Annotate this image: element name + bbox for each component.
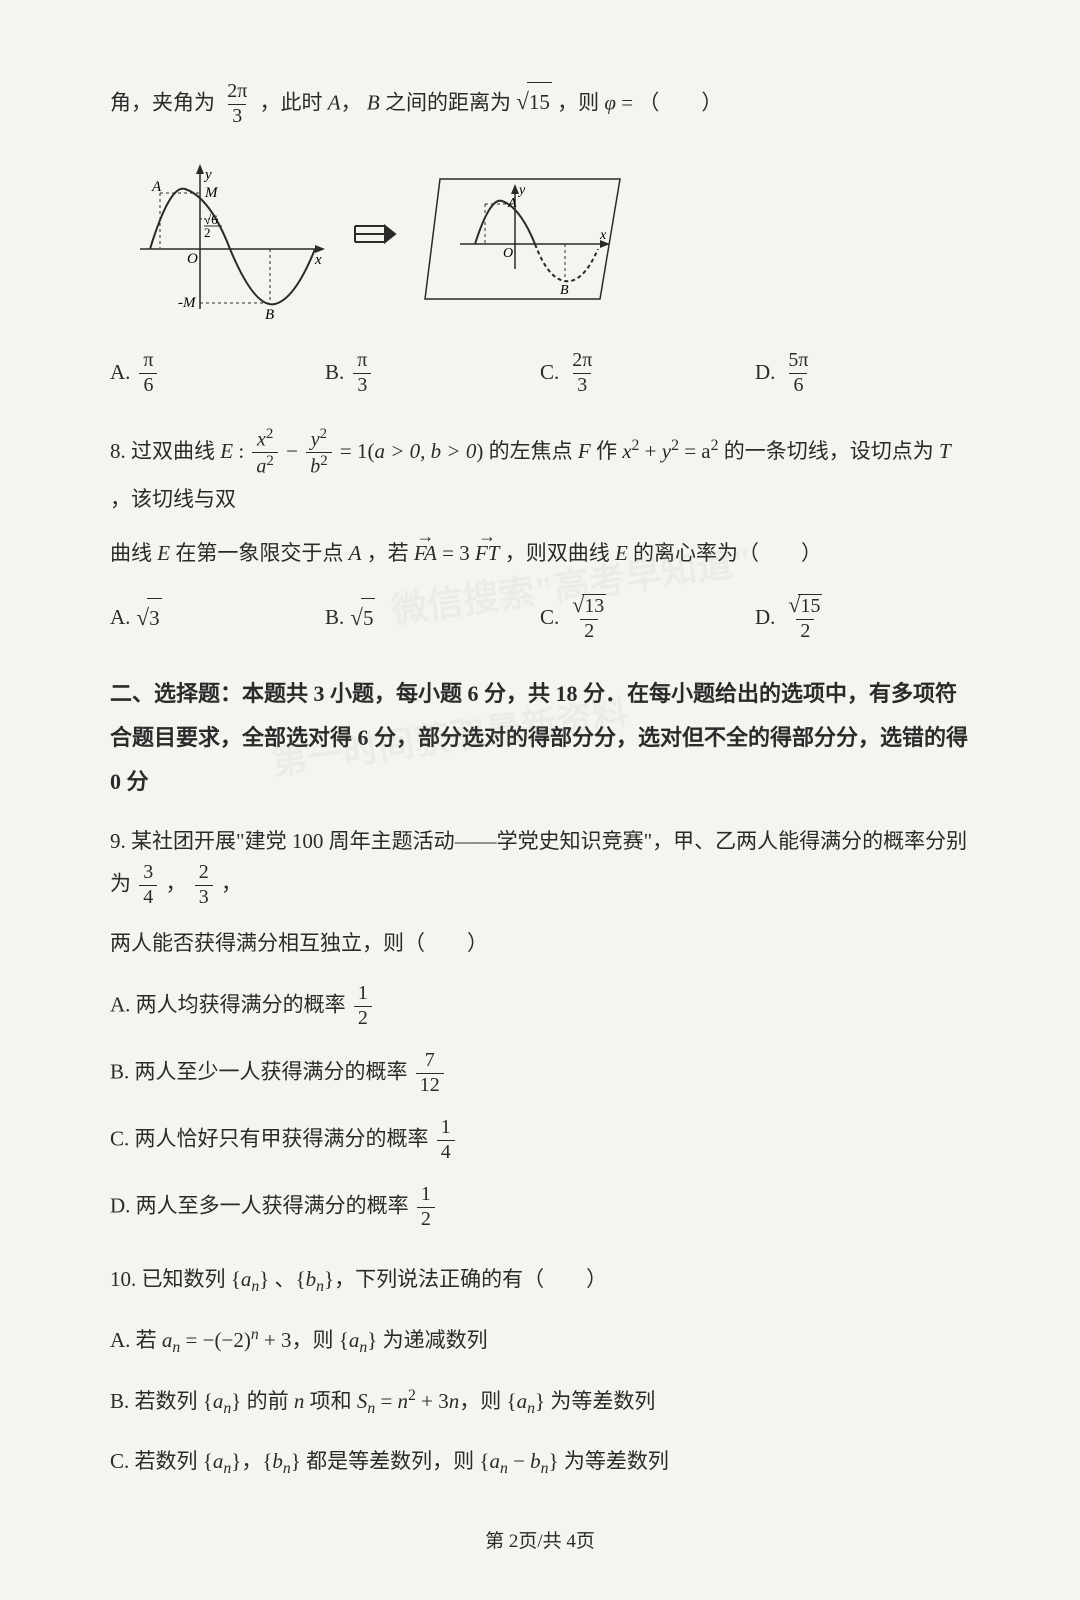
q9-option-A: A. 两人均获得满分的概率 12 bbox=[110, 982, 970, 1031]
q7-figure: y x A M √6 2 O -M B y A bbox=[130, 149, 970, 319]
q8-option-D: D. 152 bbox=[755, 592, 970, 644]
svg-text:y: y bbox=[517, 183, 526, 198]
q8-stem-line1: 8. 过双曲线 E : x2a2 − y2b2 = 1(a > 0, b > 0… bbox=[110, 426, 970, 520]
question-9: 9. 某社团开展"建党 100 周年主题活动——学党史知识竞赛"，甲、乙两人能得… bbox=[110, 822, 970, 1232]
q7-equals: = （ ） bbox=[621, 90, 722, 114]
q7-B: B bbox=[367, 90, 380, 114]
section-2-header: 二、选择题：本题共 3 小题，每小题 6 分，共 18 分．在每小题给出的选项中… bbox=[110, 672, 970, 804]
q7-option-C: C. 2π3 bbox=[540, 349, 755, 398]
q9-stem-2: 两人能否获得满分相互独立，则（ ） bbox=[110, 924, 970, 964]
svg-text:M: M bbox=[204, 185, 219, 201]
q7-arrow-icon bbox=[350, 214, 400, 254]
svg-text:A: A bbox=[151, 179, 162, 195]
q7-A: A bbox=[328, 90, 341, 114]
q9-option-B: B. 两人至少一人获得满分的概率 712 bbox=[110, 1049, 970, 1098]
svg-text:B: B bbox=[265, 307, 274, 319]
q7-text-2: ，此时 bbox=[260, 90, 328, 114]
q10-stem: 10. 已知数列 {an} 、{bn}，下列说法正确的有（ ） bbox=[110, 1260, 970, 1302]
q8-option-A: A. 3 bbox=[110, 592, 325, 644]
q9-stem: 9. 某社团开展"建党 100 周年主题活动——学党史知识竞赛"，甲、乙两人能得… bbox=[110, 822, 970, 911]
q7-option-A: A. π6 bbox=[110, 349, 325, 398]
question-7: 角，夹角为 2π 3 ，此时 A， B 之间的距离为 15 ，则 φ = （ ）… bbox=[110, 80, 970, 398]
q8-option-C: C. 132 bbox=[540, 592, 755, 644]
q7-frac-2pi3: 2π 3 bbox=[223, 80, 251, 129]
question-10: 10. 已知数列 {an} 、{bn}，下列说法正确的有（ ） A. 若 an … bbox=[110, 1260, 970, 1484]
q7-options: A. π6 B. π3 C. 2π3 D. 5π6 bbox=[110, 349, 970, 398]
q8-options: 微信搜索"高考早知道" A. 3 B. 5 C. 132 D. 152 bbox=[110, 592, 970, 644]
q7-option-B: B. π3 bbox=[325, 349, 540, 398]
q10-option-B: B. 若数列 {an} 的前 n 项和 Sn = n2 + 3n，则 {an} … bbox=[110, 1381, 970, 1424]
q9-option-C: C. 两人恰好只有甲获得满分的概率 14 bbox=[110, 1116, 970, 1165]
page-footer: 第 2页/共 4页 bbox=[110, 1524, 970, 1560]
q8-option-B: B. 5 bbox=[325, 592, 540, 644]
svg-text:B: B bbox=[560, 283, 569, 298]
q7-sqrt15: 15 bbox=[516, 80, 552, 124]
q7-text-3: 之间的距离为 bbox=[385, 90, 511, 114]
q7-option-D: D. 5π6 bbox=[755, 349, 970, 398]
q8-stem-line2: 曲线 E 在第一象限交于点 A ，若 FA = 3 FT ，则双曲线 E 的离心… bbox=[110, 534, 970, 574]
q7-text-1: 角，夹角为 bbox=[110, 90, 215, 114]
q10-option-A: A. 若 an = −(−2)n + 3，则 {an} 为递减数列 bbox=[110, 1320, 970, 1363]
svg-text:O: O bbox=[187, 251, 198, 267]
q9-option-D: D. 两人至多一人获得满分的概率 12 bbox=[110, 1183, 970, 1232]
q10-option-C: C. 若数列 {an}，{bn} 都是等差数列，则 {an − bn} 为等差数… bbox=[110, 1442, 970, 1484]
q7-stem: 角，夹角为 2π 3 ，此时 A， B 之间的距离为 15 ，则 φ = （ ） bbox=[110, 80, 970, 129]
svg-text:x: x bbox=[599, 228, 607, 243]
svg-text:2: 2 bbox=[204, 225, 211, 240]
svg-text:-M: -M bbox=[178, 295, 197, 311]
q7-phi: φ bbox=[604, 90, 616, 114]
svg-text:A: A bbox=[507, 196, 517, 211]
svg-text:O: O bbox=[503, 246, 513, 261]
q7-text-4: ，则 bbox=[557, 90, 599, 114]
question-8: 8. 过双曲线 E : x2a2 − y2b2 = 1(a > 0, b > 0… bbox=[110, 426, 970, 644]
q7-figure-right: y A x O B bbox=[420, 149, 640, 319]
svg-text:y: y bbox=[203, 167, 212, 183]
q7-figure-left: y x A M √6 2 O -M B bbox=[130, 149, 330, 319]
svg-text:x: x bbox=[314, 252, 322, 268]
